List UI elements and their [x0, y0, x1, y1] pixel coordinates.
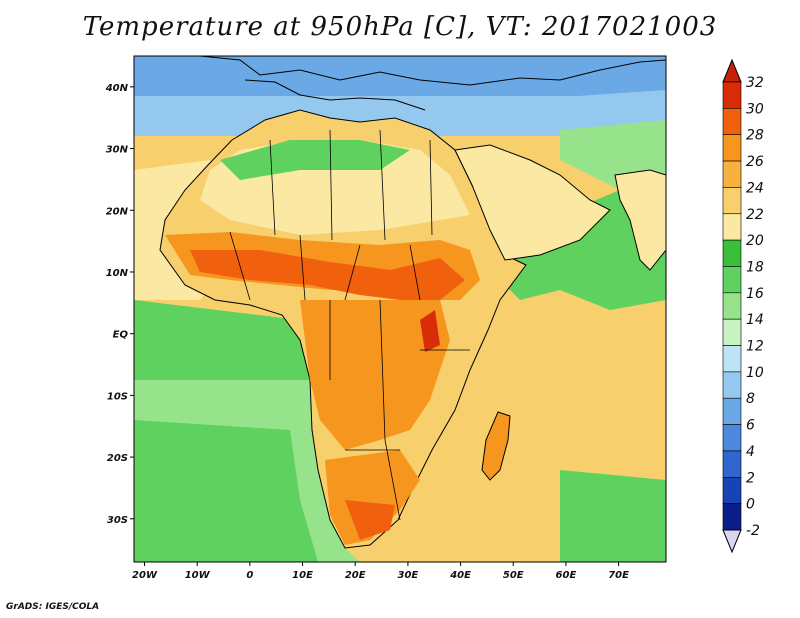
arabian-peninsula [454, 144, 611, 261]
lon-tick-label: 60E [556, 570, 577, 581]
colorbar-label: 26 [746, 154, 764, 170]
north-africa-green [220, 140, 410, 180]
latitude-ticks: 40N 30N 20N 10N EQ 10S 20S 30S [105, 83, 134, 526]
lat-tick-label: 30S [107, 515, 128, 526]
lon-tick-label: 20E [345, 570, 366, 581]
lon-tick-label: 30E [398, 570, 419, 581]
arabian-sea-field [470, 190, 666, 310]
lat-tick-label: 20N [106, 206, 129, 217]
arabia-north-field [560, 110, 666, 190]
central-africa-warm [300, 300, 450, 450]
lon-tick-label: 70E [608, 570, 629, 581]
lon-tick-label: 10W [185, 570, 211, 581]
colorbar-label: 8 [746, 391, 755, 407]
colorbar-label: 0 [746, 497, 755, 513]
colorbar-label: 30 [746, 101, 764, 117]
colorbar-swatch [722, 160, 742, 188]
colorbar-swatch [722, 371, 742, 399]
lat-tick-label: 10N [106, 268, 129, 279]
colorbar-label: 20 [746, 233, 764, 249]
colorbar-swatch [722, 81, 742, 109]
colorbar-label: 16 [746, 286, 764, 302]
colorbar-top-arrow [722, 58, 742, 83]
colorbar-bottom-arrow [722, 529, 742, 554]
colorbar-swatch [722, 187, 742, 215]
colorbar-label: -2 [746, 523, 760, 539]
colorbar-swatch [722, 108, 742, 136]
lat-tick-label: 10S [107, 391, 128, 402]
lon-tick-label: 40E [449, 570, 471, 581]
map-field [134, 56, 666, 562]
lon-tick-label: 0 [246, 570, 253, 581]
mediterranean-coast [244, 79, 426, 111]
sahel-hot-band [190, 250, 465, 300]
colorbar-label: 32 [746, 75, 764, 91]
longitude-ticks: 20W 10W 0 10E 20E 30E 40E 50E 60E 70E [132, 562, 629, 581]
colorbar-swatch [722, 292, 742, 320]
lat-tick-label: 30N [106, 145, 129, 156]
middle-east-field [520, 90, 666, 130]
lon-tick-label: 10E [292, 570, 313, 581]
europe-coast [199, 56, 666, 86]
colorbar-label: 28 [746, 128, 764, 144]
colorbar-label: 14 [746, 312, 764, 328]
colorbar-swatch [722, 424, 742, 452]
colorbar-swatch [722, 318, 742, 346]
southeast-ocean-field [560, 470, 666, 562]
colorbar-label: 6 [746, 418, 755, 434]
lat-tick-label: 20S [107, 453, 128, 464]
colorbar-swatch [722, 476, 742, 504]
grads-credit: GrADS: IGES/COLA [6, 602, 100, 612]
colorbar-label: 10 [746, 365, 764, 381]
colorbar-label: 2 [746, 470, 755, 486]
lat-tick-label: 40N [105, 83, 129, 94]
lake-victoria-hot [420, 310, 440, 352]
country-borders [229, 129, 470, 521]
south-atlantic-cool-field [134, 420, 318, 562]
lat-tick-label: EQ [113, 330, 129, 341]
colorbar-label: 12 [746, 339, 764, 355]
madagascar [481, 411, 511, 481]
gulf-of-guinea-field [134, 300, 310, 380]
colorbar-label: 22 [746, 207, 764, 223]
map-frame [133, 55, 667, 563]
lon-tick-label: 50E [503, 570, 524, 581]
india [614, 169, 666, 271]
southern-africa-hot [345, 500, 395, 540]
southern-africa-warm [325, 450, 420, 545]
colorbar-swatch [722, 266, 742, 294]
map-title: Temperature at 950hPa [C], VT: 201702100… [82, 12, 718, 42]
colorbar-label: 18 [746, 259, 764, 275]
colorbar-label: 4 [746, 444, 755, 460]
lon-tick-label: 20W [132, 570, 158, 581]
colorbar-swatch [722, 450, 742, 478]
colorbar-swatch [722, 503, 742, 531]
colorbar-swatch [722, 397, 742, 425]
colorbar-swatch [722, 345, 742, 373]
colorbar-swatch [722, 134, 742, 162]
colorbar-swatch [722, 213, 742, 241]
colorbar-label: 24 [746, 180, 764, 196]
colorbar-swatch [722, 239, 742, 267]
